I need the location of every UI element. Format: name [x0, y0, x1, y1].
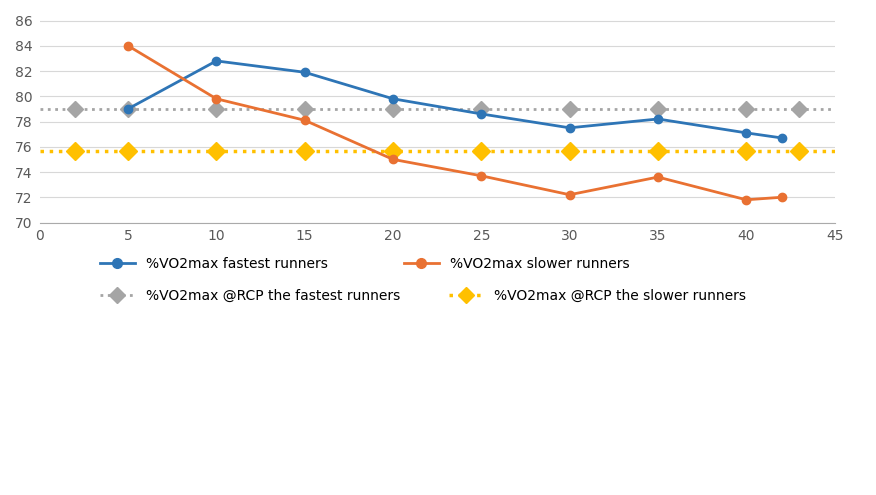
Legend: %VO2max @RCP the fastest runners, %VO2max @RCP the slower runners: %VO2max @RCP the fastest runners, %VO2ma… [95, 283, 752, 308]
